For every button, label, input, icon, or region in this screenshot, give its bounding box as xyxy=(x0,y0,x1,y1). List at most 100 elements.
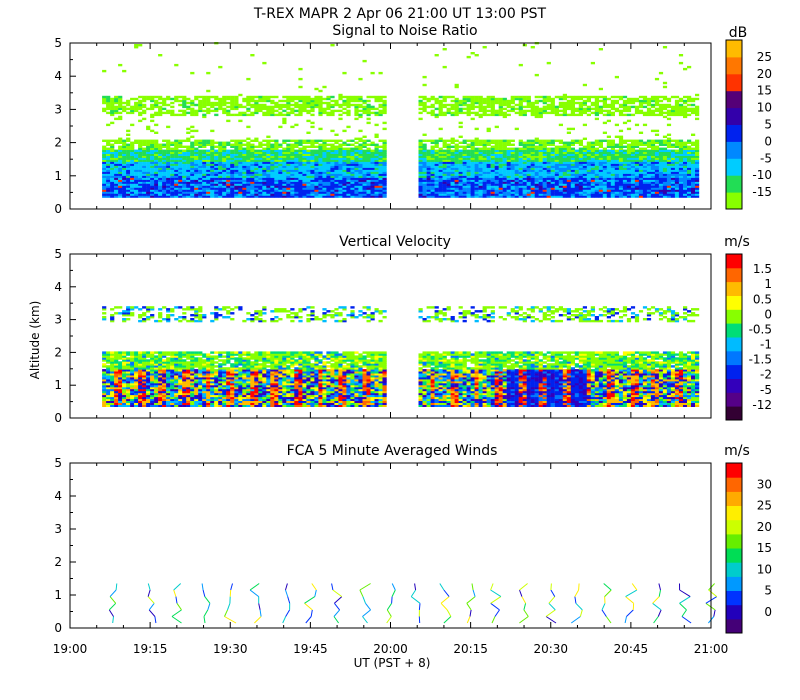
snr-cell xyxy=(314,105,319,109)
snr-cell xyxy=(474,163,479,166)
snr-cell xyxy=(478,103,483,107)
snr-cell xyxy=(162,193,167,196)
snr-cell xyxy=(142,181,147,184)
snr-cell xyxy=(138,101,143,105)
snr-cell xyxy=(202,185,207,188)
snr-cell xyxy=(670,179,676,182)
snr-cell xyxy=(574,113,579,117)
snr-cell xyxy=(486,97,491,101)
snr-cell xyxy=(526,139,531,142)
snr-cell xyxy=(290,95,295,99)
snr-cell xyxy=(178,109,183,113)
snr-cell xyxy=(546,195,551,198)
snr-cell xyxy=(226,171,231,174)
snr-cell xyxy=(422,187,427,190)
snr-cell xyxy=(618,147,624,150)
snr-cell xyxy=(382,179,387,182)
snr-cell xyxy=(222,183,227,186)
snr-cell xyxy=(226,113,231,117)
snr-cell xyxy=(486,191,491,194)
snr-cell xyxy=(126,137,131,140)
snr-cell xyxy=(306,105,311,109)
snr-cell xyxy=(666,189,672,192)
snr-cell xyxy=(166,145,171,148)
snr-cell xyxy=(266,151,271,154)
snr-cell xyxy=(374,193,379,196)
snr-cell xyxy=(310,97,315,101)
snr-cell xyxy=(226,151,231,154)
snr-cell xyxy=(194,97,199,101)
snr-cell xyxy=(346,175,351,178)
snr-cell xyxy=(238,159,243,162)
snr-cell xyxy=(602,193,607,196)
snr-cell xyxy=(418,193,423,196)
snr-cell xyxy=(638,163,644,166)
snr-cell xyxy=(606,175,611,178)
snr-cell xyxy=(586,113,591,117)
snr-cell xyxy=(570,179,575,182)
snr-cell xyxy=(570,163,575,166)
snr-cell xyxy=(474,101,479,105)
snr-cell xyxy=(298,159,303,162)
snr-cell xyxy=(618,129,624,133)
snr-cell xyxy=(490,193,495,196)
snr-cell xyxy=(262,169,267,172)
snr-cell xyxy=(482,105,487,109)
snr-cell xyxy=(442,139,447,142)
snr-cell xyxy=(594,159,599,162)
snr-cell xyxy=(358,97,363,101)
snr-cell xyxy=(146,191,151,194)
snr-cell xyxy=(490,105,495,109)
snr-cell xyxy=(570,151,575,154)
snr-cell xyxy=(370,173,375,176)
snr-cell xyxy=(462,195,467,198)
snr-cell xyxy=(546,103,551,107)
snr-cell xyxy=(314,171,319,174)
snr-cell xyxy=(666,163,672,166)
snr-cell xyxy=(582,173,587,176)
snr-cell xyxy=(166,97,171,101)
snr-cell xyxy=(642,105,648,109)
snr-cell xyxy=(346,103,351,107)
snr-cell xyxy=(566,181,571,184)
snr-cell xyxy=(586,191,591,194)
snr-cell xyxy=(654,189,660,192)
snr-cell xyxy=(102,167,107,170)
snr-cell xyxy=(182,103,187,107)
snr-cell xyxy=(458,189,463,192)
snr-cell xyxy=(266,171,271,174)
snr-cell xyxy=(134,46,139,49)
snr-cell xyxy=(646,103,652,107)
snr-cell xyxy=(150,167,155,170)
snr-cell xyxy=(478,177,483,180)
snr-cell xyxy=(214,101,219,105)
snr-cell xyxy=(242,171,247,174)
snr-cell xyxy=(342,193,347,196)
snr-cell xyxy=(110,99,115,103)
snr-cell xyxy=(342,181,347,184)
snr-cell xyxy=(254,185,259,188)
snr-cell xyxy=(122,161,127,164)
snr-cell xyxy=(130,195,135,198)
snr-cell xyxy=(554,167,559,170)
snr-cell xyxy=(462,191,467,194)
snr-cell xyxy=(622,193,628,196)
snr-cell xyxy=(202,195,207,198)
snr-cell xyxy=(454,181,459,184)
snr-cell xyxy=(226,101,231,105)
snr-cell xyxy=(518,97,523,101)
snr-cell xyxy=(234,157,239,160)
snr-cell xyxy=(110,97,115,101)
snr-cell xyxy=(282,121,287,125)
snr-cell xyxy=(654,195,660,198)
snr-cell xyxy=(538,115,543,119)
snr-cell xyxy=(606,191,611,194)
snr-cell xyxy=(578,111,583,115)
snr-cell xyxy=(442,103,447,107)
snr-cell xyxy=(358,191,363,194)
snr-cell xyxy=(162,167,167,170)
snr-cell xyxy=(426,183,431,186)
snr-cell xyxy=(246,177,251,180)
snr-cell xyxy=(530,165,535,168)
snr-cell xyxy=(318,89,323,93)
